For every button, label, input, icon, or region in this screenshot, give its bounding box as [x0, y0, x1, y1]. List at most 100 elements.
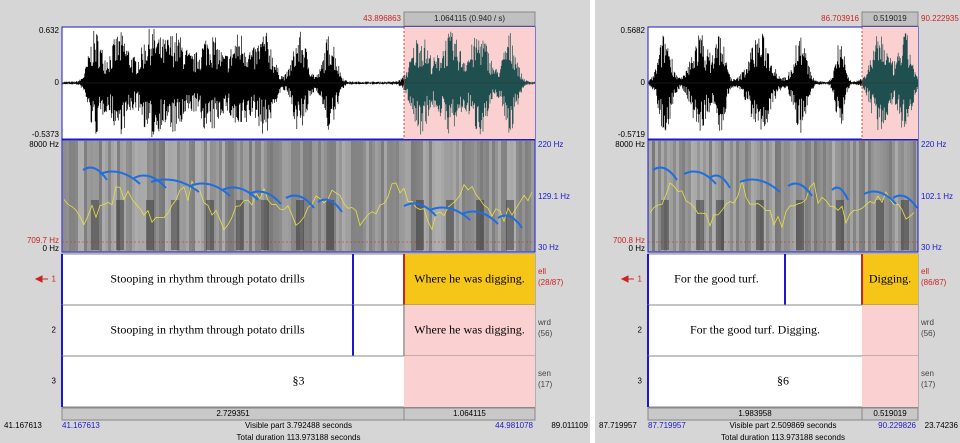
- selection-duration: 1.064115 (0.940 / s): [434, 14, 505, 23]
- spectrogram-column: [673, 141, 676, 251]
- tier-name: wrd: [537, 318, 551, 327]
- tier-number: 2: [52, 326, 57, 335]
- spectrogram-column: [321, 141, 324, 251]
- spectrogram-column: [411, 141, 414, 251]
- visible-start: 41.167613: [62, 421, 100, 430]
- spectrogram-column: [126, 141, 129, 251]
- spectrogram-column: [817, 141, 820, 251]
- spectrogram-column: [691, 141, 694, 251]
- spectrogram-column: [78, 141, 81, 251]
- spectrogram-column: [168, 141, 171, 251]
- spectrogram-column: [865, 141, 868, 251]
- spectrogram-column: [889, 141, 892, 251]
- spectrogram-column: [856, 141, 859, 251]
- spectrogram-column: [393, 141, 396, 251]
- spectrogram-column: [366, 141, 369, 251]
- tier-name: sen: [921, 369, 934, 378]
- spectrogram-column: [805, 141, 808, 251]
- spectrogram-column: [183, 141, 186, 251]
- spectrogram-column: [249, 141, 252, 251]
- spectrogram-column: [709, 141, 712, 251]
- spectrogram-column: [63, 141, 66, 251]
- tier-name: sen: [538, 369, 551, 378]
- spectrogram-column: [429, 141, 432, 251]
- spectrogram-column: [399, 141, 402, 251]
- window-end: 89.011109: [551, 421, 588, 430]
- spectrogram-column: [471, 141, 474, 251]
- spectrogram-top: 8000 Hz: [29, 140, 59, 149]
- spectrogram-column: [342, 141, 345, 251]
- waveform-min: -0.5719: [618, 130, 646, 139]
- window-start: 41.167613: [4, 421, 42, 430]
- spectrogram-column: [712, 141, 715, 251]
- spectrogram-column: [336, 141, 339, 251]
- spectrogram-column: [222, 141, 225, 251]
- spectrogram-column: [730, 141, 733, 251]
- spectrogram-column: [438, 141, 441, 251]
- spectrogram-column: [108, 141, 111, 251]
- formant-band: [696, 200, 704, 250]
- spectrogram-column: [105, 141, 108, 251]
- spectrogram-column: [465, 141, 468, 251]
- spectrogram-column: [649, 141, 652, 251]
- spectrogram-column: [219, 141, 222, 251]
- spectrogram-column: [769, 141, 772, 251]
- tier-count: (56): [921, 329, 936, 338]
- spectrogram-column: [165, 141, 168, 251]
- tier-count: (28/87): [538, 278, 564, 287]
- spectrogram-column: [724, 141, 727, 251]
- visible-part: Visible part 3.792488 seconds: [245, 421, 352, 430]
- spectrogram-column: [309, 141, 312, 251]
- spectrogram-column: [87, 141, 90, 251]
- spectrogram-column: [832, 141, 835, 251]
- spectrogram-column: [775, 141, 778, 251]
- spectrogram-column: [198, 141, 201, 251]
- formant-band: [236, 200, 244, 250]
- spectrogram-column: [312, 141, 315, 251]
- pitch-bottom: 30 Hz: [538, 243, 559, 252]
- pitch-top: 220 Hz: [538, 140, 563, 149]
- total-duration: Total duration 113.973188 seconds: [721, 433, 845, 442]
- tier-number: 3: [52, 377, 57, 386]
- spectrogram-column: [345, 141, 348, 251]
- spectrogram-column: [742, 141, 745, 251]
- spectrogram-column: [682, 141, 685, 251]
- page: {"panels": [ {"header": {"cursor_time": …: [0, 0, 960, 443]
- formant-band: [661, 200, 669, 250]
- spectrogram-column: [655, 141, 658, 251]
- selection-end: 90.222935: [921, 14, 959, 23]
- spectrogram-column: [748, 141, 751, 251]
- spectrogram-column: [868, 141, 871, 251]
- spectrogram-column: [360, 141, 363, 251]
- spectrogram-column: [787, 141, 790, 251]
- spectrogram-column: [793, 141, 796, 251]
- pitch-cursor: 129.1 Hz: [538, 192, 570, 201]
- formant-band: [506, 200, 514, 250]
- formant-band: [876, 200, 884, 250]
- spectrogram-column: [354, 141, 357, 251]
- spectrogram-column: [670, 141, 673, 251]
- spectrogram-column: [531, 141, 534, 251]
- spectrogram-column: [279, 141, 282, 251]
- tier-count: (17): [921, 380, 936, 389]
- tier-number: 1: [638, 275, 643, 284]
- spectrogram-column: [823, 141, 826, 251]
- spectrogram-bottom: 0 Hz: [629, 244, 645, 253]
- formant-band: [326, 200, 334, 250]
- spectrogram-column: [733, 141, 736, 251]
- spectrogram-column: [781, 141, 784, 251]
- formant-band: [901, 200, 909, 250]
- spectrogram-column: [658, 141, 661, 251]
- spectrogram-column: [402, 141, 405, 251]
- spectrogram-column: [492, 141, 495, 251]
- spectrogram-column: [348, 141, 351, 251]
- formant-band: [116, 200, 124, 250]
- spectrogram-column: [216, 141, 219, 251]
- formant-band: [476, 200, 484, 250]
- pitch-bottom: 30 Hz: [921, 243, 942, 252]
- spectrogram-column: [688, 141, 691, 251]
- spectrogram-column: [910, 141, 913, 251]
- spectrogram-column: [231, 141, 234, 251]
- spectrogram-bottom: 0 Hz: [43, 244, 59, 253]
- spectrogram-column: [790, 141, 793, 251]
